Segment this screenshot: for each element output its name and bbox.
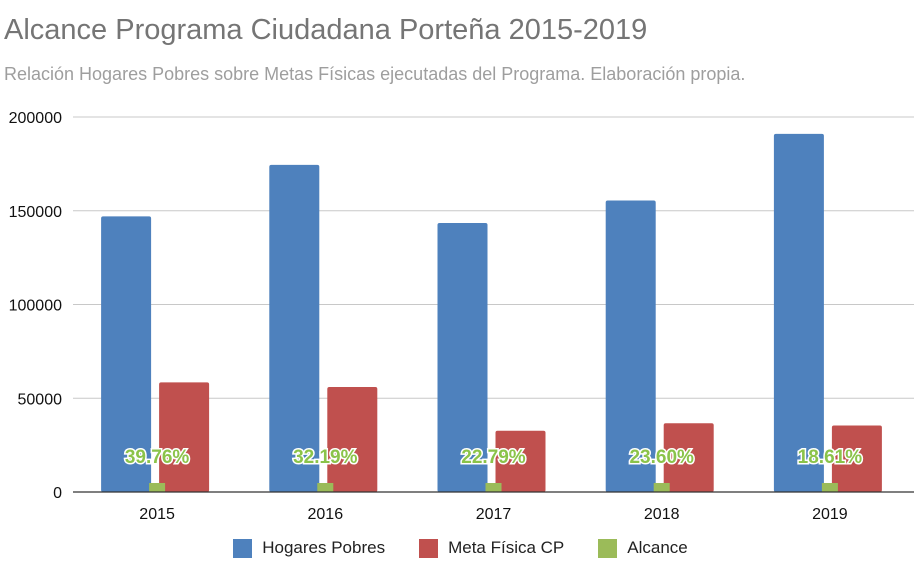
legend-label: Meta Física CP [448, 538, 565, 557]
bar-alcance [317, 483, 334, 492]
y-tick-label: 200000 [9, 110, 62, 127]
y-tick-label: 50000 [18, 391, 63, 408]
bar-hogares-pobres [773, 133, 824, 492]
data-label-alcance: 22.79% [461, 447, 526, 468]
bar-alcance [821, 483, 838, 492]
legend: Hogares Pobres Meta Física CP Alcance [0, 538, 921, 558]
x-tick-label: 2019 [812, 506, 848, 523]
bar-meta-fisica [327, 387, 378, 492]
legend-item-hogares: Hogares Pobres [233, 538, 385, 558]
bar-meta-fisica [495, 430, 546, 492]
bar-hogares-pobres [269, 164, 320, 492]
legend-label: Hogares Pobres [262, 538, 386, 557]
y-tick-label: 0 [53, 485, 62, 502]
chart-title: Alcance Programa Ciudadana Porteña 2015-… [4, 14, 648, 46]
x-tick-label: 2015 [139, 506, 175, 523]
data-label-alcance: 18.61% [798, 447, 863, 468]
data-label-alcance: 39.76% [125, 447, 190, 468]
bar-hogares-pobres [605, 200, 656, 492]
data-label-alcance: 23.60% [629, 447, 694, 468]
data-label-alcance: 32.19% [293, 447, 358, 468]
bar-alcance [485, 483, 502, 492]
legend-label: Alcance [627, 538, 688, 557]
legend-swatch [233, 538, 253, 558]
x-tick-label: 2017 [476, 506, 512, 523]
x-tick-label: 2016 [308, 506, 344, 523]
bar-meta-fisica [159, 382, 210, 492]
y-tick-label: 100000 [9, 298, 62, 315]
bar-alcance [149, 483, 166, 492]
legend-item-meta: Meta Física CP [419, 538, 564, 558]
bar-hogares-pobres [437, 222, 488, 492]
bar-meta-fisica [831, 425, 882, 492]
chart-subtitle: Relación Hogares Pobres sobre Metas Físi… [4, 64, 746, 84]
bar-hogares-pobres [101, 216, 152, 492]
legend-swatch [419, 538, 439, 558]
bar-alcance [653, 483, 670, 492]
bar-meta-fisica [663, 423, 714, 492]
legend-swatch [598, 538, 618, 558]
legend-item-alcance: Alcance [598, 538, 688, 558]
y-tick-label: 150000 [9, 204, 62, 221]
x-tick-label: 2018 [644, 506, 680, 523]
